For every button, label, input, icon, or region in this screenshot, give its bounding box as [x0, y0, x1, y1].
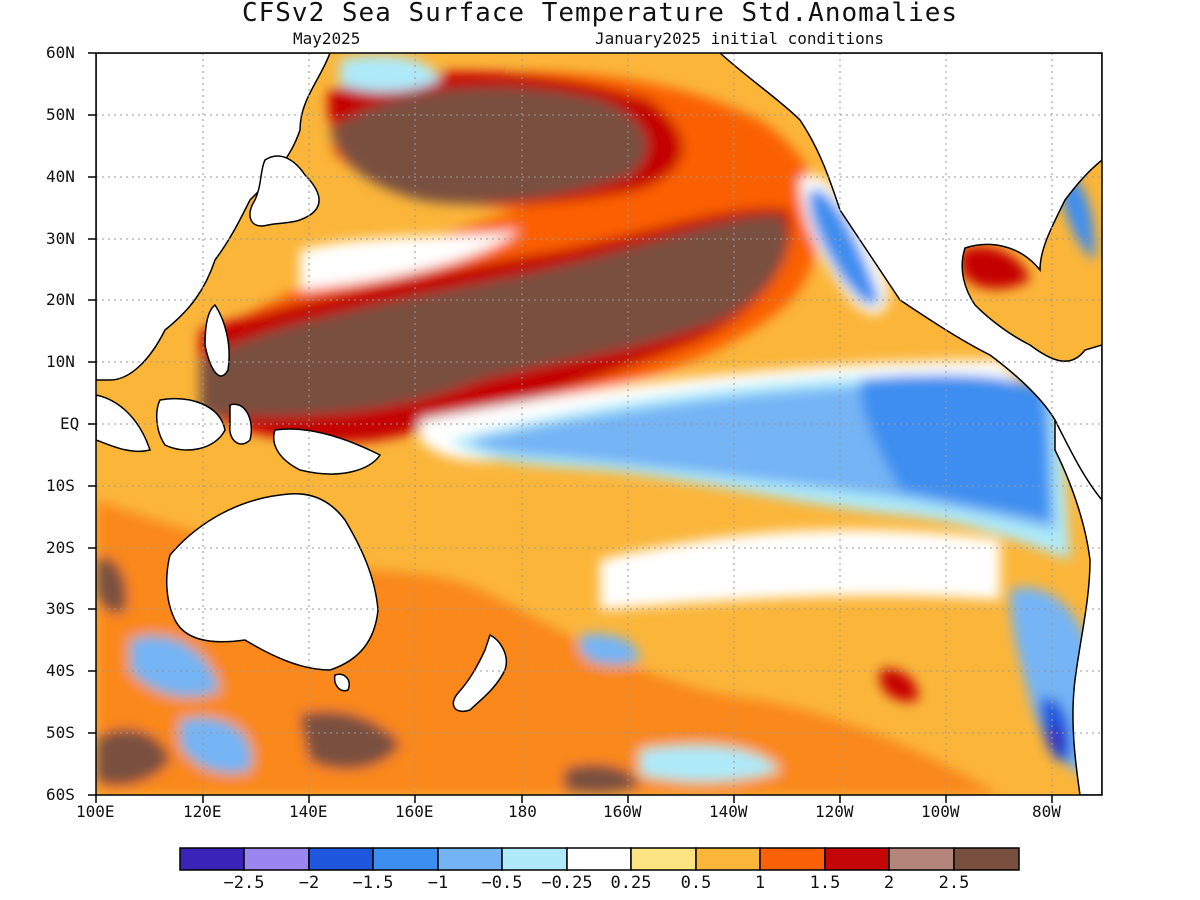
lon-label: 100W	[921, 802, 960, 821]
colorbar-swatch	[824, 847, 890, 871]
colorbar-label: 2	[883, 873, 895, 893]
axis-ticks	[88, 52, 1053, 803]
lon-label: 120E	[183, 802, 222, 821]
colorbar-label: 1.5	[809, 873, 841, 893]
colorbar-label: −1	[427, 873, 449, 893]
lat-label: 10N	[46, 352, 75, 371]
lat-label: 60N	[46, 43, 75, 62]
colorbar-label: 1	[754, 873, 766, 893]
sw-corner-max	[96, 729, 170, 785]
lat-label: 50N	[46, 105, 75, 124]
indian-ocean-max	[96, 558, 126, 613]
initial-conditions-label: January2025 initial conditions	[595, 29, 884, 48]
lon-label: 160W	[603, 802, 642, 821]
graticule	[96, 53, 1102, 795]
lat-label: 60S	[46, 785, 75, 804]
south-pacific-cool-patch	[580, 633, 640, 666]
colorbar-swatch	[759, 847, 826, 871]
philippines-island	[204, 303, 230, 377]
land-masses	[96, 53, 1102, 795]
lon-label: 180	[508, 802, 537, 821]
chile-coast-min	[1049, 724, 1064, 753]
colorbar-swatch	[630, 847, 697, 871]
southern-indian-cool-zone	[180, 717, 252, 774]
lon-label: 80W	[1032, 802, 1061, 821]
lat-label: 50S	[46, 723, 75, 742]
california-cold-zone	[808, 188, 880, 306]
lat-label: 30S	[46, 599, 75, 618]
australia-landmass	[165, 493, 379, 671]
southern-ocean-max	[565, 765, 640, 794]
south-pacific-neutral-zone	[600, 529, 1000, 610]
eastern-pacific-cold-core	[860, 374, 1050, 520]
lon-label: 140E	[289, 802, 328, 821]
lat-label: 20S	[46, 538, 75, 557]
gulf-of-mexico-warm-area	[960, 246, 1030, 289]
lat-label: 40N	[46, 167, 75, 186]
lat-label: 10S	[46, 476, 75, 495]
colorbar-label: −0.25	[541, 873, 593, 893]
colorbar-label: −1.5	[352, 873, 394, 893]
colorbar-label: −0.5	[481, 873, 523, 893]
colorbar-label: −2.5	[223, 873, 265, 893]
lat-label: 40S	[46, 661, 75, 680]
colorbar-swatch	[888, 847, 955, 871]
subtropical-max	[200, 215, 788, 417]
sumatra-island	[96, 394, 151, 452]
lon-label: 120W	[815, 802, 854, 821]
colorbar-swatch	[953, 847, 1020, 871]
lon-label: 140W	[709, 802, 748, 821]
south-america-landmass	[1054, 419, 1102, 795]
colorbar-swatch	[179, 847, 245, 871]
colorbar-swatch	[372, 847, 439, 871]
lat-label: 20N	[46, 290, 75, 309]
colorbar-label: 0.25	[610, 873, 652, 893]
southern-ocean-cool-zone	[640, 745, 780, 782]
asia-landmass	[96, 53, 331, 381]
sw-australia-cool-zone	[130, 635, 220, 698]
colorbar-label: 0.5	[680, 873, 712, 893]
okhotsk-cool-zone	[340, 55, 440, 92]
kuroshio-neutral-zone	[300, 230, 520, 290]
colorbar-label: 2.5	[938, 873, 970, 893]
valid-month-label: May2025	[293, 29, 361, 48]
lon-label: 160E	[395, 802, 434, 821]
colorbar-swatch	[437, 847, 503, 871]
north-pacific-max	[330, 87, 647, 204]
colorbar-swatch	[566, 847, 632, 871]
japan-island	[249, 155, 320, 227]
new-zealand-islands	[452, 633, 507, 712]
lon-label: 100E	[76, 802, 115, 821]
colorbar	[179, 847, 1020, 871]
south-pacific-warm-patch	[880, 669, 919, 702]
chart-title: CFSv2 Sea Surface Temperature Std.Anomal…	[241, 0, 959, 28]
tasman-max	[300, 711, 400, 769]
colorbar-label: −2	[298, 873, 320, 893]
lat-label: EQ	[60, 414, 80, 433]
anomaly-field	[96, 53, 1102, 795]
colorbar-swatch	[695, 847, 761, 871]
tasmania-island	[333, 673, 350, 692]
colorbar-swatch	[501, 847, 568, 871]
colorbar-swatch	[308, 847, 374, 871]
lat-label: 30N	[46, 229, 75, 248]
new-guinea-island	[273, 428, 382, 475]
colorbar-swatch	[243, 847, 310, 871]
